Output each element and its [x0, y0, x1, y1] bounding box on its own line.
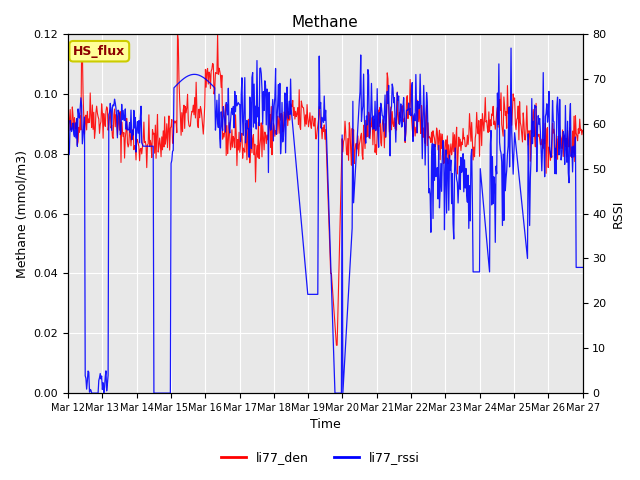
X-axis label: Time: Time — [310, 419, 340, 432]
Y-axis label: Methane (mmol/m3): Methane (mmol/m3) — [15, 150, 28, 277]
Title: Methane: Methane — [292, 15, 358, 30]
Text: HS_flux: HS_flux — [73, 45, 125, 58]
Y-axis label: RSSI: RSSI — [612, 199, 625, 228]
Legend: li77_den, li77_rssi: li77_den, li77_rssi — [216, 446, 424, 469]
